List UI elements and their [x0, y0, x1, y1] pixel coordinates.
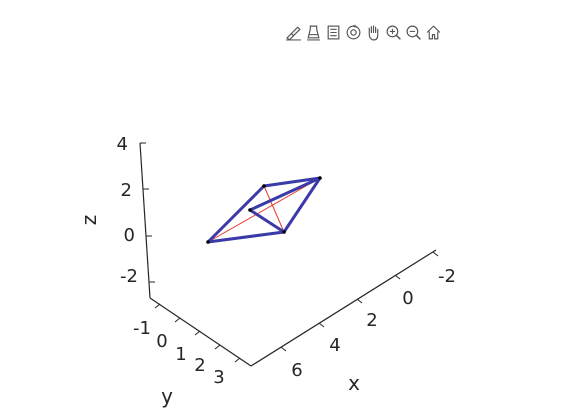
rotate-3d-button[interactable] [344, 22, 363, 42]
vertex-point [248, 208, 252, 212]
rotate-3d-icon [346, 24, 361, 39]
x-tick [356, 298, 363, 304]
brush-icon [286, 25, 301, 41]
pan-hand-icon [368, 25, 379, 41]
y-tick [174, 317, 181, 323]
y-tick [194, 330, 201, 336]
edge-line [282, 176, 322, 234]
z-axis-label: z [77, 215, 101, 226]
x-tick [432, 251, 439, 257]
z-tick-label: -2 [120, 266, 138, 287]
axes-toolbar [284, 22, 443, 42]
vertex-point [262, 184, 266, 188]
y-tick-label: 2 [194, 355, 205, 376]
vertex-point [282, 230, 286, 234]
data-tips-icon [307, 25, 320, 40]
vertex-point [206, 240, 210, 244]
x-tick [318, 322, 325, 328]
y-tick [154, 303, 161, 309]
home-icon [426, 25, 441, 39]
insert-legend-button[interactable] [324, 22, 343, 42]
pan-button[interactable] [364, 22, 383, 42]
zoom-in-button[interactable] [384, 22, 403, 42]
zoom-out-icon [406, 25, 421, 40]
x-axis-label: x [348, 371, 360, 395]
vertex-point [318, 176, 322, 180]
x-tick-label: 0 [402, 288, 413, 309]
x-axis-line [250, 249, 437, 367]
y-tick-label: 1 [175, 344, 186, 365]
data-tips-button[interactable] [304, 22, 323, 42]
zoom-in-icon [386, 25, 401, 40]
y-tick [214, 344, 221, 350]
y-tick-label: -1 [133, 318, 151, 339]
edge-line [206, 184, 266, 244]
vertex-points [206, 176, 322, 244]
x-tick-label: -2 [438, 266, 456, 287]
edge-line [248, 176, 322, 212]
insert-legend-icon [327, 25, 340, 39]
brush-button[interactable] [284, 22, 303, 42]
x-tick-label: 6 [291, 360, 302, 381]
y-axis-label: y [161, 384, 173, 408]
y-tick-label: 3 [213, 367, 224, 388]
x-tick-label: 2 [366, 310, 377, 331]
y-tick [234, 357, 241, 363]
edge-line [206, 230, 286, 244]
x-tick [280, 346, 287, 352]
restore-view-button[interactable] [424, 22, 443, 42]
edge-line [248, 208, 286, 234]
z-tick-label: 2 [121, 180, 132, 201]
y-tick-label: 0 [156, 331, 167, 352]
diagonal-line [207, 177, 321, 243]
y-axis-line [149, 297, 252, 367]
x-tick [394, 274, 401, 280]
z-axis-line [139, 142, 151, 299]
z-tick-label: 0 [124, 225, 135, 246]
zoom-out-button[interactable] [404, 22, 423, 42]
diagonal-line [263, 185, 285, 233]
edge-line [262, 176, 322, 188]
z-tick-label: 4 [117, 134, 128, 155]
x-tick-label: 4 [329, 335, 340, 356]
polyhedron-edges [206, 176, 322, 244]
